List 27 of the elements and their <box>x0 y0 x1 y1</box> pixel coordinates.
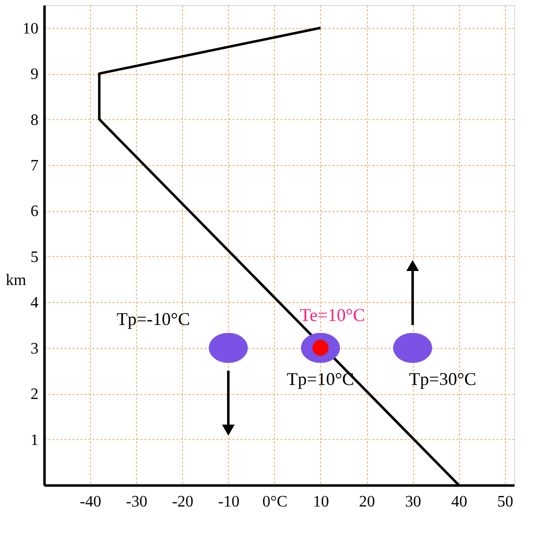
x-tick-label: 50 <box>497 494 514 510</box>
x-tick-label: 40 <box>451 494 468 510</box>
x-tick-label: -10 <box>218 494 240 510</box>
point <box>208 332 248 363</box>
annotation: Tp=10°C <box>286 368 354 389</box>
annotation: Tp=30°C <box>408 368 476 389</box>
x-tick-label: -30 <box>126 494 148 510</box>
y-axis-title: km <box>6 272 27 289</box>
y-tick-label: 4 <box>30 294 38 312</box>
y-tick-label: 10 <box>22 20 38 38</box>
y-tick-label: 5 <box>30 248 38 266</box>
x-tick-label: -40 <box>80 494 102 510</box>
y-tick-label: 2 <box>30 386 38 404</box>
x-tick-label: 20 <box>359 494 376 510</box>
y-tick-label: 9 <box>30 66 38 84</box>
y-tick-label: 1 <box>30 432 38 449</box>
y-tick-label: 8 <box>30 112 38 129</box>
x-tick-label: 10 <box>312 494 329 510</box>
x-tick-label: -20 <box>172 494 194 510</box>
annotation: Te=10°C <box>300 304 366 325</box>
point <box>393 332 432 363</box>
x-tick-label: 30 <box>405 494 422 510</box>
y-tick-label: 3 <box>30 340 38 358</box>
y-tick-label: 6 <box>30 203 38 220</box>
x-tick-label: 0°C <box>262 494 288 510</box>
y-tick-label: 7 <box>30 158 38 174</box>
annotation: Tp=-10°C <box>116 308 190 329</box>
